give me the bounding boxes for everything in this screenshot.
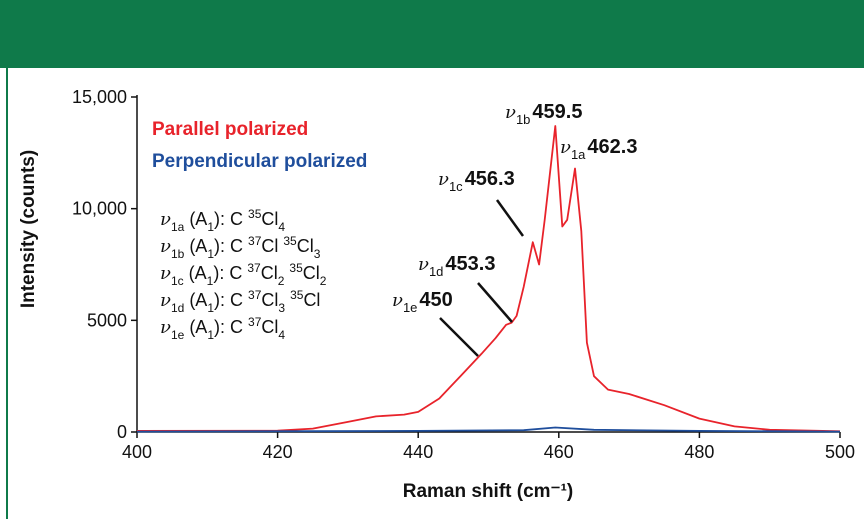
- assignment-part: (A: [184, 236, 207, 256]
- assignment-part: 1: [207, 301, 214, 315]
- series-line: [136, 426, 841, 433]
- assignment: ν1c (A1): C 37Cl2 35Cl2: [160, 261, 327, 288]
- assignment-part: Cl: [261, 317, 278, 337]
- y-tick-label: 0: [117, 422, 127, 442]
- leader-line: [439, 317, 479, 357]
- y-tick-label: 5000: [87, 310, 127, 330]
- peak-label: 459.5: [532, 101, 582, 123]
- assignment-part: 4: [278, 220, 285, 234]
- assignment-part: 3: [314, 247, 321, 261]
- symbol: ν: [438, 169, 449, 190]
- assignment-part: (A: [184, 317, 207, 337]
- assignment-part: 37: [248, 315, 262, 329]
- assignment-part: 3: [278, 301, 285, 315]
- assignment-part: 2: [278, 274, 285, 288]
- assignment-part: 35: [283, 234, 297, 248]
- assignment-part: 4: [278, 328, 285, 342]
- x-tick-label: 400: [122, 442, 152, 462]
- header-bar: [0, 0, 864, 68]
- peak-annotation: ν1d 453.3: [418, 253, 495, 279]
- assignment-part: ): C: [214, 290, 248, 310]
- peak-annotation: ν1b 459.5: [505, 101, 582, 127]
- subscript: 1b: [516, 112, 530, 127]
- assignment-part: Cl: [297, 236, 314, 256]
- symbol: ν: [560, 137, 571, 158]
- subscript: 1c: [449, 179, 463, 194]
- series-line: [136, 125, 841, 433]
- assignment-part: Cl: [303, 290, 320, 310]
- legend-label: Parallel polarized: [152, 119, 308, 140]
- assignment: ν1b (A1): C 37Cl 35Cl3: [160, 234, 321, 261]
- assignment-part: 1a: [171, 220, 185, 234]
- assignment-part: 37: [248, 288, 262, 302]
- peak-annotation: ν1e 450: [392, 289, 453, 315]
- assignment: ν1d (A1): C 37Cl3 35Cl: [160, 288, 320, 315]
- symbol: ν: [505, 102, 516, 123]
- assignment-part: 1: [207, 220, 214, 234]
- assignment-part: (A: [184, 209, 207, 229]
- x-tick-label: 480: [684, 442, 714, 462]
- subscript: 1a: [571, 147, 586, 162]
- assignment-part: 35: [248, 207, 262, 221]
- peak-label: 456.3: [465, 168, 515, 190]
- assignment-part: 37: [248, 234, 262, 248]
- assignment-part: Cl: [261, 236, 283, 256]
- assignment-part: ν: [160, 290, 171, 311]
- assignment-part: 37: [247, 261, 261, 275]
- leader-line: [477, 282, 513, 323]
- y-tick-label: 15,000: [72, 87, 127, 107]
- assignment-part: ν: [160, 236, 171, 257]
- assignment-part: ): C: [213, 263, 247, 283]
- peak-annotation: ν1c 456.3: [438, 168, 515, 194]
- assignment-part: (A: [184, 263, 207, 283]
- assignment: ν1e (A1): C 37Cl4: [160, 315, 285, 342]
- symbol: ν: [392, 290, 403, 311]
- x-tick-label: 440: [403, 442, 433, 462]
- assignment-part: ν: [160, 263, 171, 284]
- assignment-part: 1: [207, 328, 214, 342]
- legend-label: Perpendicular polarized: [152, 151, 367, 172]
- peak-annotation: ν1a 462.3: [560, 136, 637, 162]
- side-rule: [6, 68, 8, 519]
- assignment-part: 1e: [171, 328, 185, 342]
- assignment-part: ): C: [214, 236, 248, 256]
- y-tick-label: 10,000: [72, 199, 127, 219]
- x-axis-title: Raman shift (cm⁻¹): [403, 481, 574, 502]
- assignment-part: ν: [160, 209, 171, 230]
- peak-label: 450: [419, 289, 452, 311]
- x-tick-label: 460: [544, 442, 574, 462]
- assignment-part: 35: [290, 288, 304, 302]
- x-tick-label: 420: [263, 442, 293, 462]
- assignment-part: 1d: [171, 301, 184, 315]
- assignment-part: ): C: [214, 317, 248, 337]
- assignment-part: Cl: [261, 209, 278, 229]
- assignment-part: 1b: [171, 247, 185, 261]
- subscript: 1d: [429, 264, 443, 279]
- assignment-part: (A: [184, 290, 207, 310]
- y-axis-title: Intensity (counts): [18, 150, 39, 308]
- assignment-part: 1: [207, 247, 214, 261]
- assignment-part: Cl: [261, 263, 278, 283]
- peak-label: 462.3: [587, 136, 637, 158]
- symbol: ν: [418, 254, 429, 275]
- peak-label: 453.3: [445, 253, 495, 275]
- assignment: ν1a (A1): C 35Cl4: [160, 207, 285, 234]
- assignment-part: 1c: [171, 274, 184, 288]
- assignment-part: 35: [289, 261, 303, 275]
- assignment-part: Cl: [261, 290, 278, 310]
- subscript: 1e: [403, 300, 417, 315]
- leader-line: [495, 199, 525, 237]
- x-tick-label: 500: [825, 442, 855, 462]
- assignment-part: ν: [160, 317, 171, 338]
- assignment-part: ): C: [214, 209, 248, 229]
- assignment-part: 2: [320, 274, 327, 288]
- assignment-part: Cl: [303, 263, 320, 283]
- assignment-part: 1: [207, 274, 214, 288]
